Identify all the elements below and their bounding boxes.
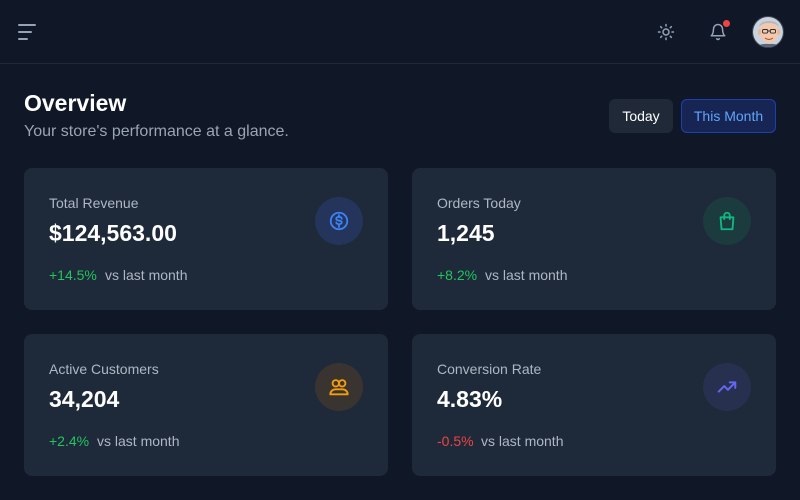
dollar-icon <box>315 197 363 245</box>
stat-label: Total Revenue <box>49 195 139 211</box>
stat-card-total-revenue: Total Revenue $124,563.00 +14.5% vs last… <box>24 168 388 310</box>
page-title: Overview <box>24 90 127 116</box>
notification-dot <box>723 20 730 27</box>
page-subtitle: Your store's performance at a glance. <box>24 123 289 140</box>
stat-compare-label: vs last month <box>485 267 568 283</box>
top-bar <box>0 0 800 64</box>
stat-value: $124,563.00 <box>49 220 177 246</box>
stat-value: 4.83% <box>437 386 503 412</box>
sun-icon[interactable] <box>654 20 678 44</box>
today-button[interactable]: Today <box>609 99 673 133</box>
stat-compare-label: vs last month <box>97 433 180 449</box>
stat-label: Orders Today <box>437 195 521 211</box>
trending-up-icon <box>703 363 751 411</box>
stat-value: 1,245 <box>437 220 495 246</box>
stat-label: Conversion Rate <box>437 361 542 377</box>
stat-change: +8.2% <box>437 267 478 283</box>
user-avatar[interactable] <box>752 16 784 48</box>
stat-change: +2.4% <box>49 433 90 449</box>
stat-value: 34,204 <box>49 386 120 412</box>
shopping-bag-icon <box>703 197 751 245</box>
users-icon <box>315 363 363 411</box>
stat-change: -0.5% <box>437 433 474 449</box>
hamburger-icon[interactable] <box>18 24 38 40</box>
stat-change: +14.5% <box>49 267 97 283</box>
stat-compare-label: vs last month <box>105 267 188 283</box>
bell-icon[interactable] <box>706 20 730 44</box>
stat-compare-label: vs last month <box>481 433 564 449</box>
stat-card-orders-today: Orders Today 1,245 +8.2% vs last month <box>412 168 776 310</box>
stat-card-active-customers: Active Customers 34,204 +2.4% vs last mo… <box>24 334 388 476</box>
stat-card-conversion-rate: Conversion Rate 4.83% -0.5% vs last mont… <box>412 334 776 476</box>
this-month-button[interactable]: This Month <box>681 99 776 133</box>
stat-label: Active Customers <box>49 361 159 377</box>
